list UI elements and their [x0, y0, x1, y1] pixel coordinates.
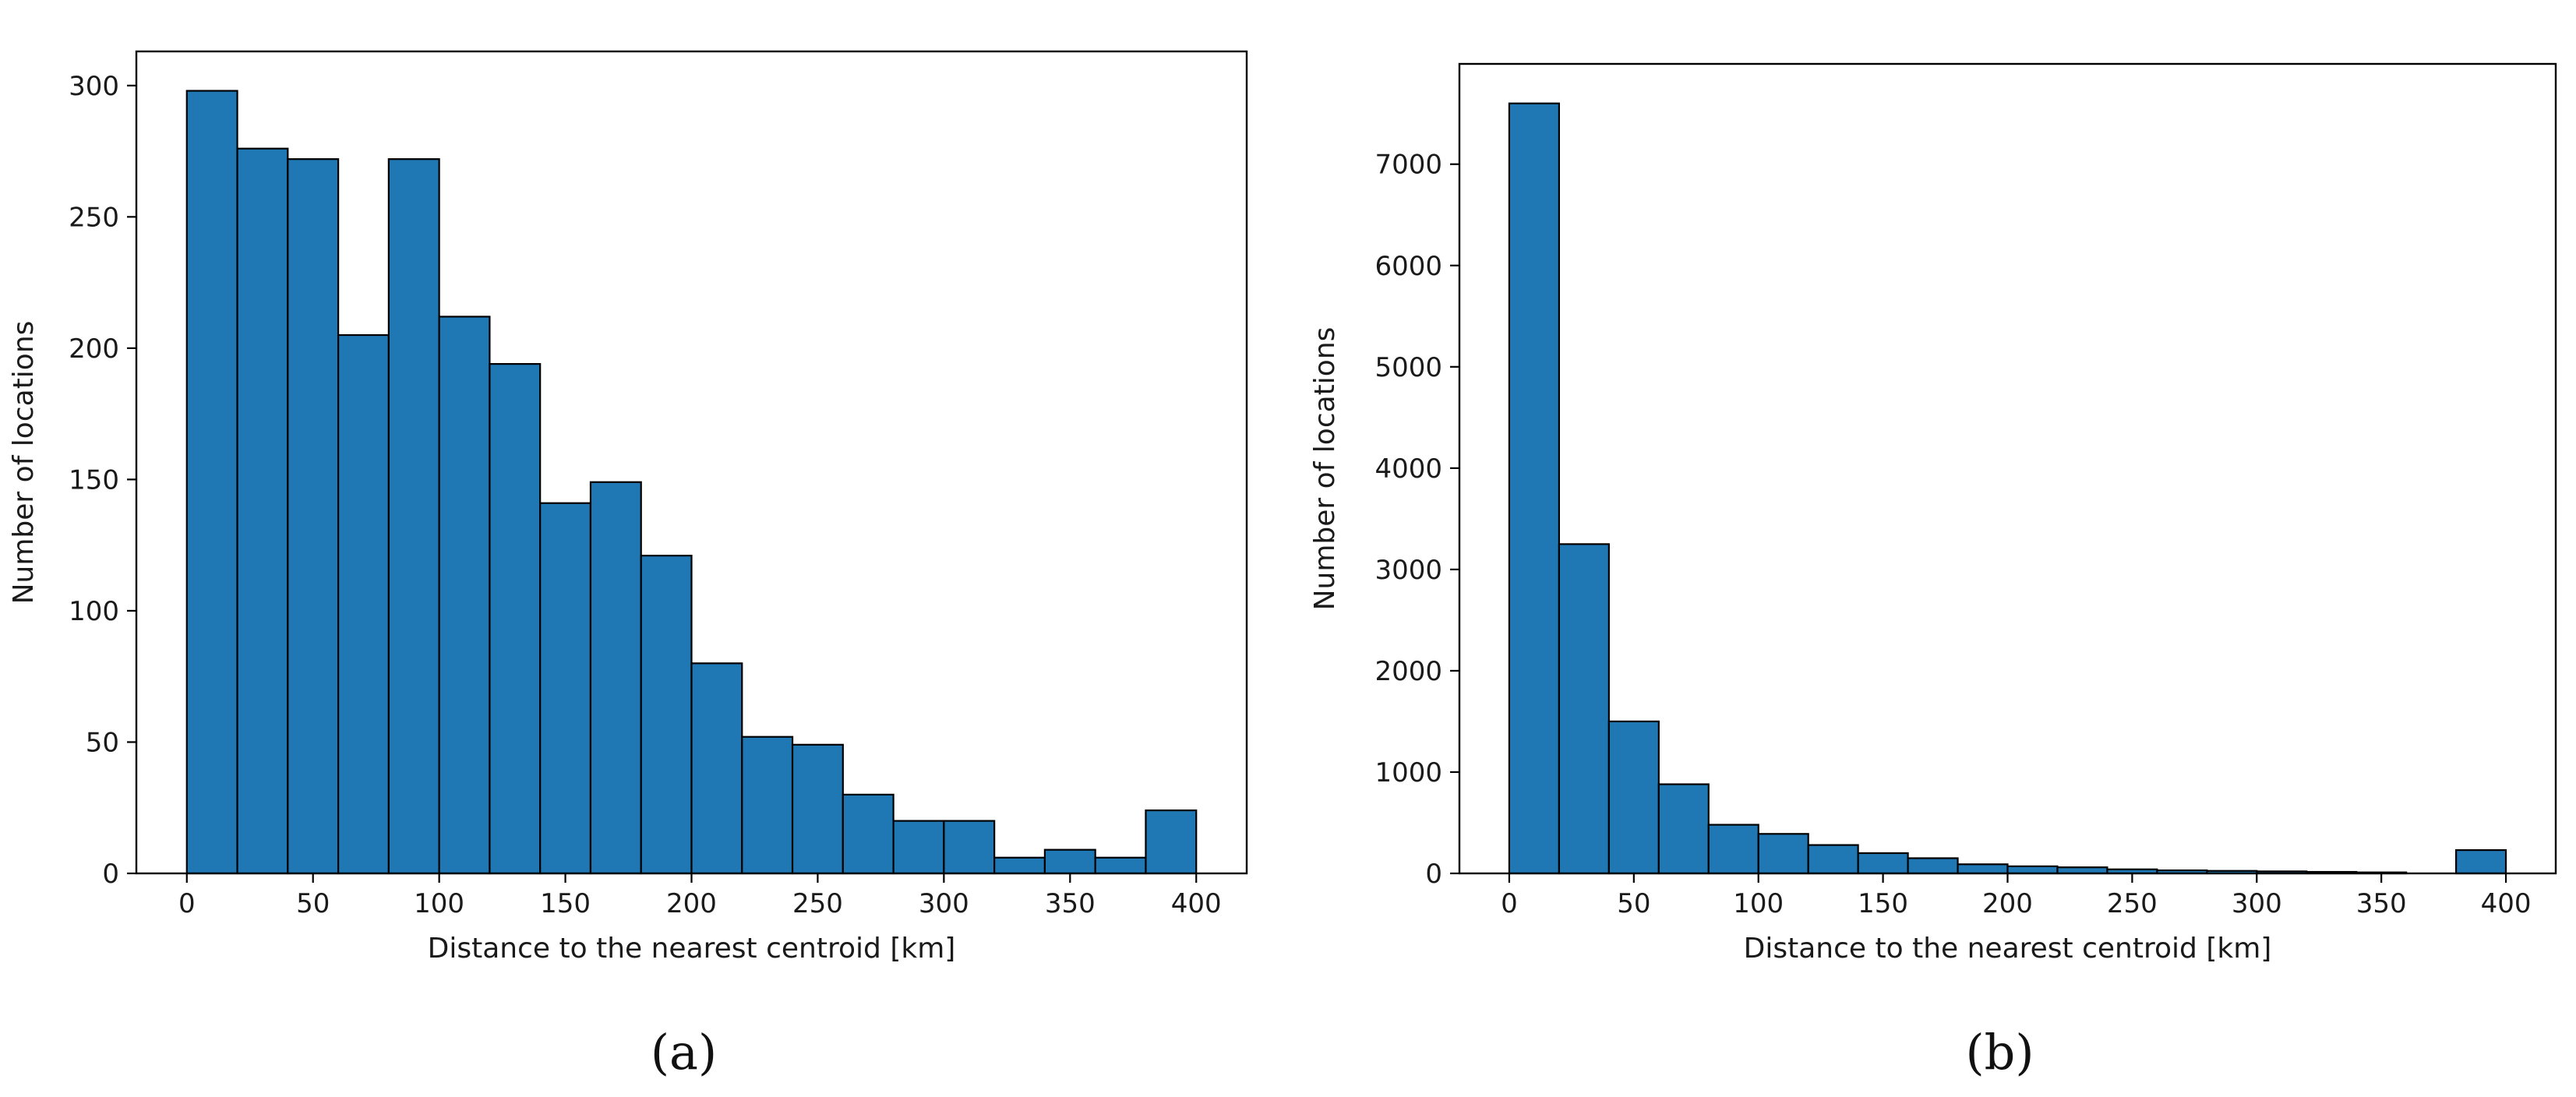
bar-a-120: [489, 363, 542, 875]
bar-a-360: [1094, 856, 1147, 875]
bar-b-200: [2006, 865, 2059, 875]
bar-a-200: [690, 662, 743, 875]
bar-a-300: [943, 820, 996, 875]
x-tick-label-a-400: 400: [1171, 888, 1222, 919]
y-tick-label-b-6000: 6000: [1374, 251, 1442, 282]
bar-a-260: [842, 793, 895, 875]
bars-a: [185, 90, 1198, 875]
bar-a-220: [741, 735, 794, 875]
bar-a-280: [892, 820, 945, 875]
x-tick-label-a-150: 150: [540, 888, 591, 919]
y-tick-label-b-3000: 3000: [1374, 555, 1442, 586]
x-tick-label-b-400: 400: [2481, 888, 2532, 919]
bar-a-240: [791, 743, 844, 875]
y-tick-label-a-300: 300: [69, 71, 119, 102]
y-tick-label-a-0: 0: [102, 859, 119, 890]
y-ticks-b: 0 1000 2000 3000 4000 5000 6000 7000: [1374, 150, 1459, 890]
bar-b-40: [1607, 720, 1660, 875]
x-tick-label-b-0: 0: [1501, 888, 1518, 919]
x-tick-label-b-50: 50: [1617, 888, 1650, 919]
x-tick-label-a-350: 350: [1045, 888, 1096, 919]
y-tick-label-b-1000: 1000: [1374, 757, 1442, 788]
bar-a-100: [438, 316, 491, 875]
x-tick-label-b-100: 100: [1733, 888, 1784, 919]
y-tick-label-b-2000: 2000: [1374, 656, 1442, 687]
y-tick-label-b-7000: 7000: [1374, 150, 1442, 181]
x-ticks-b: 0 50 100 150 200 250 300 350 400: [1501, 873, 2531, 919]
bar-a-60: [337, 333, 390, 875]
bar-a-380: [1145, 810, 1198, 875]
x-tick-label-a-250: 250: [792, 888, 843, 919]
bar-b-20: [1558, 543, 1610, 875]
y-tick-label-a-250: 250: [69, 202, 119, 233]
bar-a-160: [589, 481, 642, 875]
x-ticks-a: 0 50 100 150 200 250 300 350 400: [178, 873, 1222, 919]
x-tick-label-b-250: 250: [2107, 888, 2158, 919]
bar-b-100: [1757, 833, 1809, 875]
panel-label-b: (b): [1965, 1024, 2034, 1081]
panel-label-a: (a): [651, 1024, 717, 1081]
y-tick-label-a-150: 150: [69, 464, 119, 496]
bar-a-80: [387, 158, 440, 875]
bar-a-340: [1043, 848, 1096, 875]
x-tick-label-a-50: 50: [296, 888, 330, 919]
chart-panel-a: 0 50 100 150 200 250 300 350 400 0 50 100 150 200 250…: [8, 50, 1248, 1081]
y-tick-label-b-4000: 4000: [1374, 453, 1442, 485]
y-axis-label-a: Number of locations: [8, 321, 40, 605]
x-tick-label-b-150: 150: [1858, 888, 1908, 919]
y-tick-label-a-100: 100: [69, 596, 119, 627]
x-tick-label-a-200: 200: [666, 888, 717, 919]
y-tick-label-b-0: 0: [1425, 859, 1442, 890]
bar-a-0: [185, 90, 238, 875]
x-tick-label-b-350: 350: [2356, 888, 2407, 919]
bar-b-160: [1907, 857, 1959, 875]
x-axis-label-a: Distance to the nearest centroid [km]: [428, 933, 956, 965]
x-tick-label-b-300: 300: [2232, 888, 2282, 919]
y-ticks-a: 0 50 100 150 200 250 300: [69, 71, 136, 890]
y-tick-label-b-5000: 5000: [1374, 352, 1442, 383]
bar-b-60: [1657, 783, 1710, 875]
bar-a-320: [993, 856, 1046, 875]
bar-b-180: [1957, 863, 2009, 875]
x-tick-label-b-200: 200: [1982, 888, 2033, 919]
bar-a-140: [539, 502, 592, 875]
bar-b-80: [1707, 824, 1759, 875]
x-tick-label-a-300: 300: [919, 888, 969, 919]
chart-panel-b: 0 50 100 150 200 250 300 350 400 0 1000 2000 3000 40…: [1309, 62, 2557, 1081]
x-axis-label-b: Distance to the nearest centroid [km]: [1744, 933, 2272, 965]
y-tick-label-a-50: 50: [86, 727, 119, 758]
bar-b-120: [1807, 844, 1859, 875]
bar-b-380: [2454, 848, 2507, 875]
x-tick-label-a-0: 0: [178, 888, 196, 919]
bar-a-180: [640, 555, 693, 875]
bar-a-20: [236, 147, 289, 875]
y-tick-label-a-200: 200: [69, 333, 119, 365]
bar-b-0: [1508, 102, 1561, 875]
y-axis-label-b: Number of locations: [1309, 327, 1341, 611]
x-tick-label-a-100: 100: [414, 888, 464, 919]
bars-b: [1508, 102, 2507, 875]
bar-b-140: [1857, 852, 1909, 875]
bar-a-40: [287, 158, 340, 875]
